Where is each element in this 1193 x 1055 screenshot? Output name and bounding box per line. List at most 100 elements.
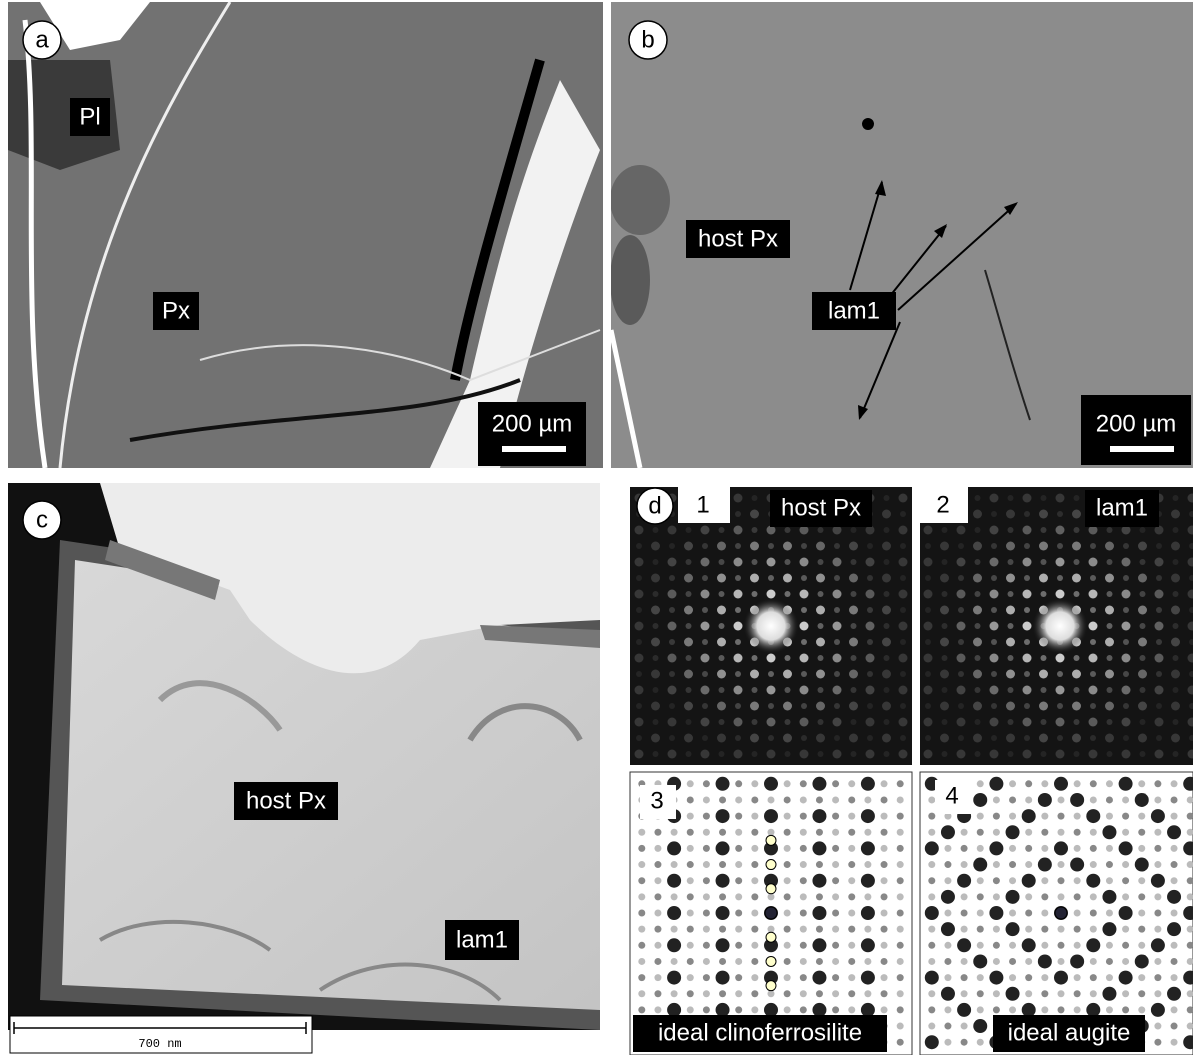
spot	[1041, 780, 1048, 787]
spot	[882, 542, 891, 551]
spot	[832, 861, 839, 868]
spot	[940, 574, 949, 583]
spot	[957, 590, 966, 599]
panel-a-image	[8, 2, 603, 468]
spot	[975, 495, 981, 501]
spot	[1058, 958, 1065, 965]
spot	[881, 926, 888, 933]
spot	[735, 639, 741, 645]
spot	[897, 780, 904, 787]
spot	[784, 877, 791, 884]
spot	[654, 990, 661, 997]
spot	[925, 703, 931, 709]
spot	[990, 558, 999, 567]
spot	[703, 974, 710, 981]
spot	[993, 877, 1000, 884]
spot	[1102, 890, 1116, 904]
spot	[925, 607, 931, 613]
spot	[884, 495, 890, 501]
spot	[1138, 893, 1145, 900]
spot	[1090, 703, 1096, 709]
spot	[928, 1023, 935, 1030]
spot	[973, 542, 982, 551]
spot	[849, 734, 858, 743]
spot	[719, 990, 726, 997]
spot	[752, 655, 758, 661]
spot	[1006, 670, 1015, 679]
spot	[703, 877, 710, 884]
spot	[1023, 750, 1032, 759]
spot	[800, 990, 807, 997]
spot	[651, 702, 660, 711]
spot	[1086, 1003, 1100, 1017]
spot	[816, 734, 825, 743]
spot	[703, 958, 710, 965]
spot	[734, 654, 743, 663]
spot	[928, 813, 935, 820]
spot	[977, 780, 984, 787]
spot	[942, 655, 948, 661]
spot	[1041, 687, 1047, 693]
spot	[800, 813, 807, 820]
spot	[687, 780, 694, 787]
spot	[1138, 606, 1147, 615]
spot	[973, 638, 982, 647]
spot	[1054, 777, 1068, 791]
spot	[816, 958, 823, 965]
spot	[899, 558, 908, 567]
spot	[882, 510, 891, 519]
spot	[851, 687, 857, 693]
spot	[900, 703, 906, 709]
spot	[1156, 575, 1162, 581]
spot	[784, 990, 791, 997]
spot	[735, 780, 742, 787]
spot	[832, 910, 839, 917]
spot	[752, 751, 758, 757]
spot	[1119, 841, 1133, 855]
spot	[924, 622, 933, 631]
spot	[832, 1006, 839, 1013]
spot	[944, 958, 951, 965]
spot	[1041, 495, 1047, 501]
spot	[1090, 796, 1097, 803]
spot	[833, 590, 842, 599]
spot	[900, 575, 906, 581]
spot	[1025, 910, 1032, 917]
spot	[957, 1003, 971, 1017]
spot	[881, 877, 888, 884]
spot	[834, 671, 840, 677]
spot	[751, 974, 758, 981]
spot	[651, 734, 660, 743]
spot	[973, 606, 982, 615]
spot	[653, 559, 659, 565]
spot	[636, 735, 642, 741]
spot	[1154, 926, 1161, 933]
spot	[702, 607, 708, 613]
spot	[977, 990, 984, 997]
spot	[784, 958, 791, 965]
spot	[686, 751, 692, 757]
spot	[1072, 702, 1081, 711]
spot	[719, 591, 725, 597]
spot	[1173, 751, 1179, 757]
spot	[993, 893, 1000, 900]
spot	[1138, 1006, 1145, 1013]
spot	[1008, 495, 1014, 501]
spot	[638, 829, 645, 836]
spot	[928, 990, 935, 997]
spot	[1135, 793, 1149, 807]
spot	[702, 703, 708, 709]
spot	[784, 845, 791, 852]
spot	[993, 958, 1000, 965]
spot	[866, 590, 875, 599]
spot	[784, 813, 791, 820]
spot	[1140, 751, 1146, 757]
spot	[1154, 845, 1161, 852]
spot	[973, 574, 982, 583]
spot	[1024, 735, 1030, 741]
spot	[973, 793, 987, 807]
spot	[851, 623, 857, 629]
spot	[944, 861, 951, 868]
spot	[1058, 829, 1065, 836]
spot	[1155, 622, 1164, 631]
